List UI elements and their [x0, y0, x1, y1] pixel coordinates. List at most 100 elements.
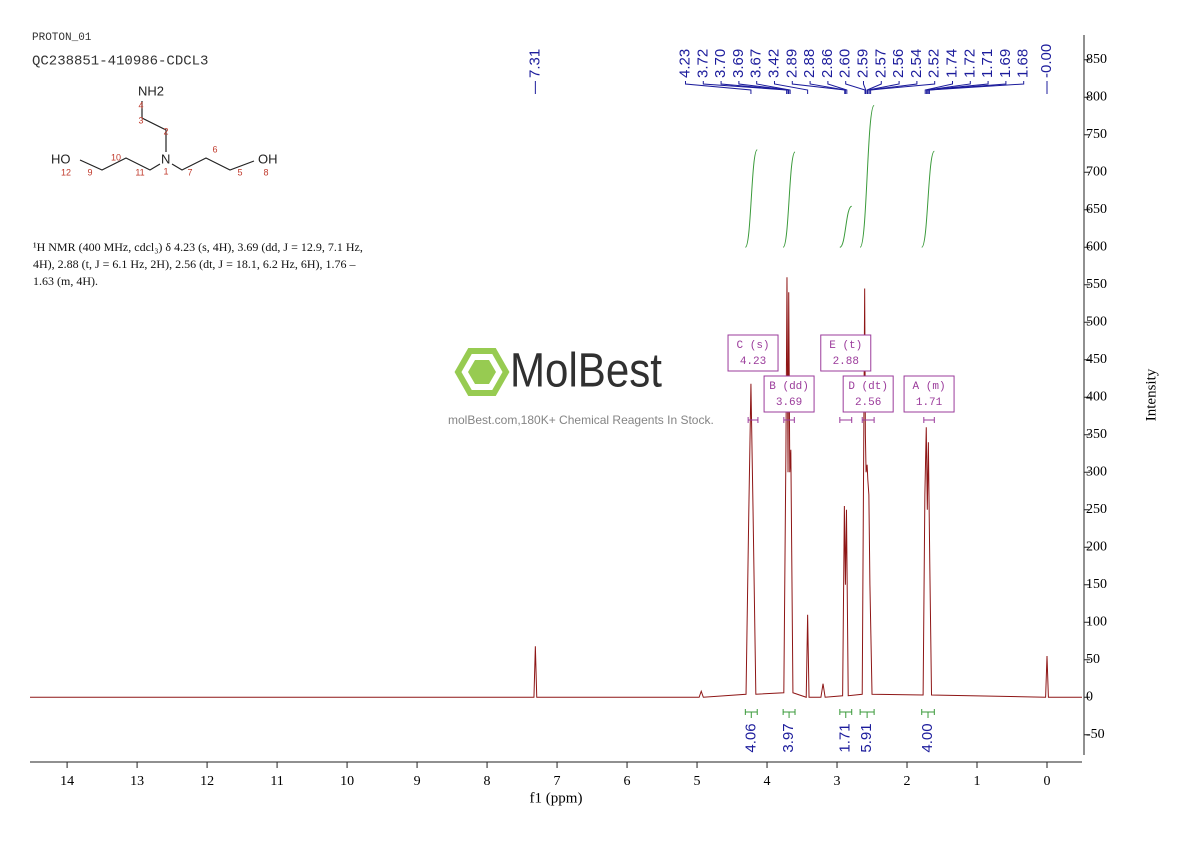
y-tick-label: -50 [1086, 727, 1105, 742]
peak-label: 1.71 [979, 49, 996, 78]
x-tick-label: 12 [200, 774, 214, 789]
peak-label: 2.57 [872, 49, 889, 78]
y-tick-label: 700 [1086, 164, 1107, 179]
x-tick-label: 3 [834, 774, 841, 789]
peak-connector [773, 81, 809, 94]
integral-label: 3.97 [780, 723, 797, 752]
y-tick-label: 300 [1086, 464, 1107, 479]
y-tick-label: 750 [1086, 127, 1107, 142]
integral-curve [859, 104, 875, 248]
multiplet-range [783, 417, 795, 423]
peak-label: 2.54 [908, 49, 925, 78]
atom-number: 8 [263, 167, 268, 177]
peak-label: 3.42 [765, 49, 782, 78]
peak-label: -0.00 [1038, 44, 1055, 78]
peak-connector [738, 81, 790, 94]
y-tick-label: 550 [1086, 277, 1107, 292]
atom-number: 9 [87, 167, 92, 177]
atom-number: 2 [163, 126, 168, 136]
atom-label: NH2 [138, 83, 164, 98]
atom-number: 4 [138, 100, 143, 110]
multiplet-name: C (s) [737, 340, 770, 352]
peak-label: 2.52 [926, 49, 943, 78]
integral-label: 4.06 [742, 723, 759, 752]
multiplet-shift: 2.88 [833, 356, 859, 368]
y-tick-label: 850 [1086, 52, 1107, 67]
atom-label: N [161, 151, 170, 166]
x-tick-label: 2 [904, 774, 911, 789]
integral-bracket [744, 709, 758, 718]
y-tick-label: 500 [1086, 314, 1107, 329]
peak-connector [684, 81, 752, 94]
atom-number: 6 [212, 144, 217, 154]
atom-number: 12 [61, 167, 71, 177]
y-tick-label: 150 [1086, 577, 1107, 592]
peak-connector [827, 81, 848, 94]
atom-number: 3 [138, 115, 143, 125]
x-tick-label: 5 [694, 774, 701, 789]
y-tick-label: 450 [1086, 352, 1107, 367]
integral-curve [839, 205, 853, 248]
peak-connector [867, 81, 900, 94]
watermark: MolBest molBest.com,180K+ Chemical Reage… [448, 345, 714, 428]
peak-label: 4.23 [676, 49, 693, 78]
peak-label: 3.72 [694, 49, 711, 78]
integral-curve [921, 150, 935, 248]
integral-curve [782, 151, 796, 248]
multiplet-box [763, 375, 815, 413]
y-axis-label: Intensity [1143, 368, 1159, 421]
nmr-description: 4H), 2.88 (t, J = 6.1 Hz, 2H), 2.56 (dt,… [33, 257, 357, 271]
logo-icon [454, 348, 510, 396]
integral-bracket [839, 709, 853, 718]
peak-label: 2.60 [837, 49, 854, 78]
x-tick-label: 0 [1044, 774, 1051, 789]
peak-connector [868, 81, 918, 94]
integral-label: 4.00 [919, 723, 936, 752]
integral-label: 1.71 [837, 723, 854, 752]
y-tick-label: 650 [1086, 202, 1107, 217]
atom-label: OH [258, 151, 278, 166]
multiplet-range [747, 417, 759, 423]
multiplet-range [861, 417, 875, 423]
atom-number: 7 [187, 167, 192, 177]
x-tick-label: 4 [764, 774, 771, 789]
peak-label: 2.59 [854, 49, 871, 78]
peak-label: 3.69 [730, 49, 747, 78]
atom-number: 10 [111, 152, 121, 162]
peak-connector [866, 81, 882, 94]
atom-number: 5 [237, 167, 242, 177]
peak-label: 7.31 [526, 49, 543, 78]
watermark-tagline: molBest.com,180K+ Chemical Reagents In S… [448, 413, 714, 427]
y-tick-label: 250 [1086, 502, 1107, 517]
y-tick-label: 600 [1086, 239, 1107, 254]
peak-label: 1.72 [961, 49, 978, 78]
structure [79, 101, 255, 171]
multiplet-shift: 4.23 [740, 356, 766, 368]
x-tick-label: 13 [130, 774, 144, 789]
multiplet-shift: 2.56 [855, 397, 881, 409]
peak-connector [845, 81, 866, 94]
peak-label: 2.56 [890, 49, 907, 78]
y-tick-label: 100 [1086, 614, 1107, 629]
watermark-brand: MolBest [510, 345, 662, 398]
logo-icon [468, 360, 496, 384]
y-tick-label: 0 [1086, 689, 1093, 704]
multiplet-shift: 1.71 [916, 397, 943, 409]
multiplet-box [903, 375, 955, 413]
x-tick-label: 7 [554, 774, 561, 789]
integral-bracket [782, 709, 796, 718]
x-tick-label: 14 [60, 774, 74, 789]
multiplet-box [727, 334, 779, 372]
peak-label: 1.69 [997, 49, 1014, 78]
spectrum [30, 277, 1082, 698]
peak-label: 2.88 [801, 49, 818, 78]
multiplet-shift: 3.69 [776, 397, 802, 409]
x-tick-label: 11 [270, 774, 283, 789]
y-tick-label: 800 [1086, 89, 1107, 104]
peak-label: 2.86 [819, 49, 836, 78]
multiplet-range [839, 417, 853, 423]
y-tick-label: 50 [1086, 652, 1100, 667]
multiplet-name: A (m) [913, 381, 946, 393]
